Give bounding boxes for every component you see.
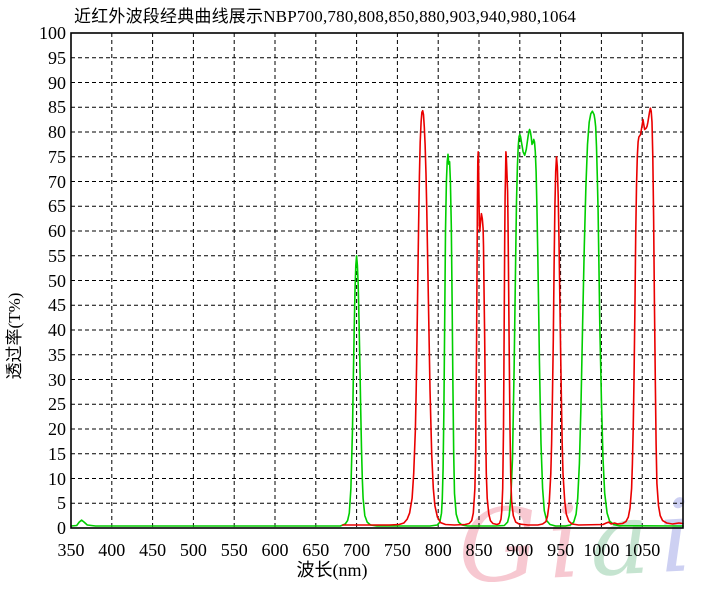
green-filters-NBP700-808-903-980-curve	[70, 110, 684, 527]
y-tick-label-50: 50	[48, 270, 66, 291]
y-axis-title: 透过率(T%)	[5, 292, 24, 380]
y-tick-label-80: 80	[48, 122, 66, 142]
y-tick-label-90: 90	[48, 72, 66, 93]
y-tick-label-35: 35	[48, 344, 66, 365]
y-tick-label-45: 45	[48, 295, 66, 316]
y-tick-label-25: 25	[48, 394, 66, 415]
y-tick-label-100: 100	[39, 23, 66, 43]
x-tick-label-850: 850	[465, 540, 493, 560]
x-tick-label-1000: 1000	[583, 540, 620, 560]
y-tick-label-40: 40	[48, 320, 66, 340]
y-tick-label-15: 15	[48, 443, 66, 464]
x-tick-label-400: 400	[98, 540, 126, 560]
x-tick-label-500: 500	[179, 540, 207, 560]
y-tick-label-75: 75	[48, 146, 66, 167]
x-tick-label-750: 750	[383, 540, 411, 560]
y-tick-label-70: 70	[48, 171, 66, 192]
y-tick-label-20: 20	[48, 419, 66, 439]
x-axis-title: 波长(nm)	[296, 560, 368, 580]
transmission-chart-plot	[70, 32, 684, 529]
x-tick-label-950: 950	[547, 540, 575, 560]
x-tick-label-700: 700	[343, 540, 371, 560]
y-tick-label-65: 65	[48, 196, 66, 217]
red-filters-NBP780-850-880-940-1064-curve	[341, 107, 684, 526]
x-tick-label-600: 600	[261, 540, 289, 560]
x-tick-label-800: 800	[424, 540, 452, 560]
x-tick-label-650: 650	[302, 540, 330, 560]
x-tick-label-1050: 1050	[624, 540, 661, 560]
x-tick-label-550: 550	[220, 540, 248, 560]
x-tick-label-350: 350	[57, 540, 85, 560]
chart-title: 近红外波段经典曲线展示NBP700,780,808,850,880,903,94…	[74, 7, 577, 26]
screenshot-root: { "title": "近红外波段经典曲线展示NBP700,780,808,85…	[5, 7, 705, 606]
y-tick-label-60: 60	[48, 221, 66, 241]
x-tick-label-450: 450	[139, 540, 167, 560]
y-tick-label-5: 5	[57, 493, 66, 514]
y-tick-label-10: 10	[48, 468, 66, 489]
y-tick-label-30: 30	[48, 369, 66, 390]
y-tick-label-85: 85	[48, 97, 66, 118]
y-tick-label-95: 95	[48, 47, 66, 68]
plot-border	[70, 32, 684, 529]
y-tick-label-0: 0	[57, 518, 66, 538]
x-tick-label-900: 900	[506, 540, 534, 560]
y-tick-label-55: 55	[48, 245, 66, 266]
